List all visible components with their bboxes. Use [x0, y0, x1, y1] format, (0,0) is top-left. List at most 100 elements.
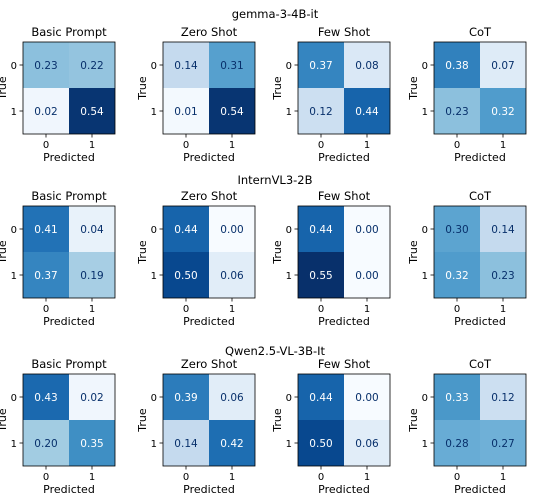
x-tick-label: 1 [229, 304, 235, 315]
panel-frame [162, 205, 256, 299]
heatmap-cell [344, 88, 390, 134]
heatmap-cell [298, 206, 344, 252]
panel-title: CoT [469, 25, 492, 39]
x-tick-label: 0 [454, 304, 460, 315]
heatmap-cell [298, 374, 344, 420]
heatmap-cell [23, 252, 69, 298]
y-tick-label: 1 [151, 439, 157, 450]
heatmap-cell [480, 252, 526, 298]
heatmap-cell [69, 88, 115, 134]
y-axis-label: True [271, 408, 284, 433]
cell-value-label: 0.00 [355, 392, 378, 404]
x-tick-label: 0 [454, 472, 460, 483]
x-axis-label: Predicted [318, 483, 370, 493]
x-tick-label: 1 [364, 140, 370, 151]
panel-title: Zero Shot [181, 189, 238, 203]
cell-value-label: 0.43 [34, 392, 57, 404]
cell-value-label: 0.38 [445, 60, 468, 72]
x-axis-label: Predicted [43, 151, 95, 164]
x-tick-label: 0 [318, 140, 324, 151]
x-axis-label: Predicted [43, 315, 95, 328]
x-tick-label: 1 [229, 472, 235, 483]
cell-value-label: 0.23 [34, 60, 57, 72]
panel-title: Basic Prompt [31, 357, 107, 371]
heatmap-cell [209, 420, 255, 466]
y-tick-label: 0 [422, 61, 428, 72]
heatmap-cell [434, 252, 480, 298]
cell-value-label: 0.12 [491, 392, 514, 404]
heatmap-cell [23, 420, 69, 466]
heatmap-cell [434, 374, 480, 420]
y-tick-label: 0 [11, 61, 17, 72]
y-tick-label: 1 [422, 439, 428, 450]
heatmap-cell [163, 252, 209, 298]
y-axis-label: True [136, 76, 149, 101]
cell-value-label: 0.44 [174, 224, 198, 236]
cell-value-label: 0.32 [491, 106, 514, 118]
heatmap-cell [69, 42, 115, 88]
x-tick-label: 1 [364, 304, 370, 315]
model-group: gemma-3-4B-it Basic Prompt 0.23 0.22 0.02 0.5… [0, 7, 527, 164]
y-axis-label: True [407, 408, 420, 433]
cell-value-label: 0.33 [445, 392, 468, 404]
panel-frame [297, 41, 391, 135]
panel-title: Few Shot [318, 189, 371, 203]
cell-value-label: 0.54 [220, 106, 244, 118]
cell-value-label: 0.35 [80, 438, 103, 450]
panel-frame [433, 373, 527, 467]
x-axis-label: Predicted [454, 483, 506, 493]
x-tick-label: 1 [500, 140, 506, 151]
cell-value-label: 0.19 [80, 270, 103, 282]
y-tick-label: 0 [286, 393, 292, 404]
y-tick-label: 1 [151, 107, 157, 118]
x-axis-label: Predicted [183, 151, 235, 164]
heatmap-cell [434, 206, 480, 252]
cell-value-label: 0.32 [445, 270, 468, 282]
heatmap-cell [209, 42, 255, 88]
cell-value-label: 0.39 [174, 392, 197, 404]
heatmap-cell [23, 88, 69, 134]
cell-value-label: 0.02 [34, 106, 57, 118]
cell-value-label: 0.14 [174, 60, 198, 72]
panel-frame [162, 373, 256, 467]
panel-title: Basic Prompt [31, 189, 107, 203]
x-axis-label: Predicted [183, 315, 235, 328]
y-tick-label: 0 [151, 61, 157, 72]
heatmap-cell [434, 420, 480, 466]
model-group: Qwen2.5-VL-3B-It Basic Prompt 0.43 0.02 0.20… [0, 344, 527, 493]
cell-value-label: 0.37 [34, 270, 57, 282]
y-tick-label: 0 [422, 225, 428, 236]
heatmap-cell [69, 252, 115, 298]
x-tick-label: 0 [43, 304, 49, 315]
heatmap-cell [298, 252, 344, 298]
heatmap-cell [344, 42, 390, 88]
heatmap-cell [163, 88, 209, 134]
panel-frame [22, 205, 116, 299]
cell-value-label: 0.28 [445, 438, 468, 450]
group-title: InternVL3-2B [237, 173, 312, 187]
cell-value-label: 0.00 [355, 224, 378, 236]
heatmap-cell [69, 374, 115, 420]
heatmap-cell [69, 420, 115, 466]
cell-value-label: 0.23 [491, 270, 514, 282]
cell-value-label: 0.00 [220, 224, 243, 236]
y-tick-label: 1 [11, 439, 17, 450]
heatmap-cell [298, 420, 344, 466]
panel-frame [22, 41, 116, 135]
cell-value-label: 0.54 [80, 106, 104, 118]
cell-value-label: 0.44 [355, 106, 379, 118]
heatmap-cell [163, 42, 209, 88]
y-axis-label: True [271, 240, 284, 265]
cell-value-label: 0.01 [174, 106, 197, 118]
cell-value-label: 0.55 [309, 270, 332, 282]
x-tick-label: 0 [183, 472, 189, 483]
y-tick-label: 0 [422, 393, 428, 404]
x-tick-label: 1 [364, 472, 370, 483]
y-tick-label: 0 [286, 225, 292, 236]
y-axis-label: True [136, 408, 149, 433]
heatmap-cell [23, 374, 69, 420]
